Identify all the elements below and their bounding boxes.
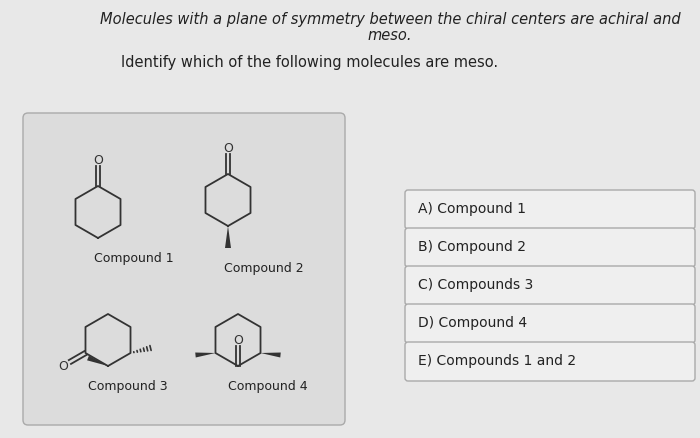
Text: Compound 1: Compound 1 — [94, 252, 174, 265]
Text: O: O — [93, 153, 103, 166]
Text: meso.: meso. — [368, 28, 412, 43]
Text: A) Compound 1: A) Compound 1 — [418, 202, 526, 216]
Text: D) Compound 4: D) Compound 4 — [418, 317, 527, 331]
Text: C) Compounds 3: C) Compounds 3 — [418, 279, 533, 293]
FancyBboxPatch shape — [405, 190, 695, 229]
Text: B) Compound 2: B) Compound 2 — [418, 240, 526, 254]
Polygon shape — [260, 353, 281, 357]
Text: O: O — [58, 360, 68, 372]
Polygon shape — [87, 356, 108, 366]
FancyBboxPatch shape — [405, 228, 695, 267]
FancyBboxPatch shape — [405, 342, 695, 381]
Text: Identify which of the following molecules are meso.: Identify which of the following molecule… — [121, 55, 498, 70]
Text: Compound 4: Compound 4 — [228, 380, 307, 393]
Text: O: O — [223, 141, 233, 155]
Text: Molecules with a plane of symmetry between the chiral centers are achiral and: Molecules with a plane of symmetry betwe… — [99, 12, 680, 27]
Polygon shape — [195, 353, 216, 357]
FancyBboxPatch shape — [405, 266, 695, 305]
Polygon shape — [225, 226, 231, 248]
Text: O: O — [233, 333, 243, 346]
FancyBboxPatch shape — [23, 113, 345, 425]
Text: Compound 2: Compound 2 — [224, 262, 304, 275]
Text: Compound 3: Compound 3 — [88, 380, 167, 393]
FancyBboxPatch shape — [405, 304, 695, 343]
Text: E) Compounds 1 and 2: E) Compounds 1 and 2 — [418, 354, 576, 368]
